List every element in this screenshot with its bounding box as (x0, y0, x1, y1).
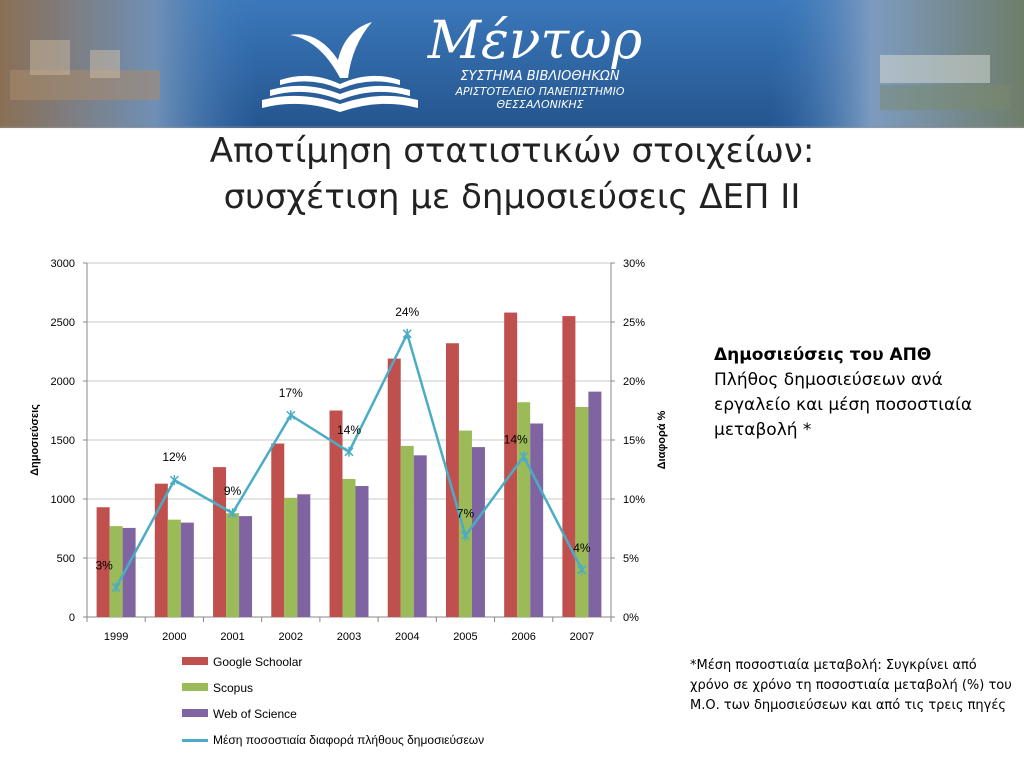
legend-swatch-wos (182, 709, 208, 717)
line-data-label: 24% (395, 305, 419, 319)
bar-web-of-science-2004 (413, 455, 427, 617)
legend-label-wos: Web of Science (213, 707, 297, 721)
y-tick-label: 1000 (51, 494, 75, 506)
y2-tick-label: 25% (623, 317, 645, 329)
bar-google-schoolar-2004 (387, 358, 401, 617)
bar-google-schoolar-2003 (329, 410, 343, 617)
x-tick-label: 2002 (279, 631, 303, 643)
y2-tick-label: 20% (623, 376, 645, 388)
slide-title: Αποτίμηση στατιστικών στοιχείων: συσχέτι… (100, 128, 924, 220)
legend-swatch-line (182, 739, 208, 742)
bar-scopus-2005 (458, 430, 472, 617)
y2-tick-label: 10% (623, 494, 645, 506)
side-heading: Δημοσιεύσεις του ΑΠΘ (714, 345, 932, 365)
legend-label-line: Μέση ποσοστιαία διαφορά πλήθους δημοσιεύ… (213, 733, 485, 747)
publications-chart: 0 500 1000 1500 2000 2500 3000 0% 5% 10% 15% 20% 25%… (29, 258, 668, 643)
bar-web-of-science-2002 (297, 494, 311, 617)
y2-tick-label: 5% (623, 553, 639, 565)
y2-tick-label: 0% (623, 612, 639, 624)
x-tick-label: 2003 (337, 631, 361, 643)
bar-scopus-2003 (342, 478, 356, 617)
x-tick-label: 2004 (395, 631, 419, 643)
legend-swatch-scopus (182, 683, 208, 691)
x-tick-label: 2005 (453, 631, 477, 643)
bar-google-schoolar-2005 (445, 343, 459, 617)
y2-tick-label: 30% (623, 258, 645, 270)
y2-tick-label: 15% (623, 435, 645, 447)
bar-scopus-1999 (109, 526, 123, 617)
banner-subtitle-2: ΑΡΙΣΤΟΤΕΛΕΙΟ ΠΑΝΕΠΙΣΤΗΜΙΟ (454, 85, 624, 98)
bar-web-of-science-2001 (239, 516, 253, 617)
y-tick-label: 1500 (51, 435, 75, 447)
line-data-label: 17% (279, 386, 303, 400)
bar-web-of-science-2000 (180, 522, 194, 617)
bar-web-of-science-2005 (471, 447, 485, 617)
bar-scopus-2006 (517, 402, 531, 617)
bar-google-schoolar-2006 (504, 312, 518, 617)
line-data-label: 14% (337, 423, 361, 437)
line-point-marker (111, 582, 121, 593)
line-data-label: 7% (457, 507, 475, 521)
bar-web-of-science-2003 (355, 486, 369, 617)
line-point-marker (344, 446, 354, 457)
bar-google-schoolar-2007 (562, 316, 576, 617)
y-tick-label: 2500 (51, 317, 75, 329)
x-tick-label: 2006 (511, 631, 535, 643)
y-tick-label: 3000 (51, 258, 75, 270)
x-tick-label: 1999 (104, 631, 128, 643)
bar-google-schoolar-1999 (96, 507, 110, 617)
bar-scopus-2004 (400, 445, 414, 617)
logo-wordmark: Μέντωρ (427, 11, 643, 71)
footnote: *Μέση ποσοστιαία μεταβολή: Συγκρίνει από… (690, 658, 1012, 713)
line-point-marker (286, 410, 296, 421)
line-point-marker (460, 530, 470, 541)
x-tick-label: 2007 (570, 631, 594, 643)
library-logo-icon (262, 22, 418, 112)
line-point-marker (577, 564, 587, 575)
bar-web-of-science-1999 (122, 527, 136, 617)
line-data-label: 14% (504, 433, 528, 447)
slide-title-line-2: συσχέτιση με δημοσιεύσεις ΔΕΠ ΙΙ (223, 177, 801, 217)
line-data-label: 9% (224, 484, 242, 498)
banner-subtitle-3: ΘΕΣΣΑΛΟΝΙΚΗΣ (496, 98, 583, 111)
legend-swatch-google (182, 657, 208, 665)
header-banner: Μέντωρ ΣΥΣΤΗΜΑ ΒΙΒΛΙΟΘΗΚΩΝ ΑΡΙΣΤΟΤΕΛΕΙΟ … (0, 0, 1024, 130)
legend-label-scopus: Scopus (213, 681, 254, 695)
bar-web-of-science-2006 (530, 423, 544, 617)
side-description: Δημοσιεύσεις του ΑΠΘ Πλήθος δημοσιεύσεων… (714, 343, 1004, 443)
line-data-label: 4% (573, 541, 591, 555)
line-data-label: 3% (95, 559, 113, 573)
line-point-marker (228, 508, 238, 519)
bar-scopus-2007 (575, 406, 589, 617)
y-axis-title: Δημοσιεύσεις (29, 404, 41, 476)
slide-title-line-1: Αποτίμηση στατιστικών στοιχείων: (209, 131, 815, 171)
y-tick-label: 2000 (51, 376, 75, 388)
y-tick-label: 0 (69, 612, 75, 624)
bar-scopus-2001 (226, 513, 240, 617)
legend-label-google: Google Schoolar (213, 655, 303, 669)
bar-scopus-2000 (167, 519, 181, 617)
x-tick-label: 2000 (162, 631, 186, 643)
y-tick-label: 500 (57, 553, 75, 565)
line-point-marker (519, 451, 529, 462)
banner-subtitle-1: ΣΥΣΤΗΜΑ ΒΙΒΛΙΟΘΗΚΩΝ (460, 69, 619, 84)
bar-web-of-science-2007 (588, 391, 602, 617)
bar-google-schoolar-2000 (154, 483, 168, 617)
line-point-marker (402, 328, 412, 339)
bar-google-schoolar-2002 (271, 443, 285, 617)
y2-axis-title: Διαφορά % (656, 410, 668, 469)
line-point-marker (169, 475, 179, 486)
bar-scopus-2002 (284, 497, 298, 617)
line-data-label: 12% (162, 450, 186, 464)
side-body: Πλήθος δημοσιεύσεων ανά εργαλείο και μέσ… (714, 370, 973, 440)
x-tick-label: 2001 (220, 631, 244, 643)
